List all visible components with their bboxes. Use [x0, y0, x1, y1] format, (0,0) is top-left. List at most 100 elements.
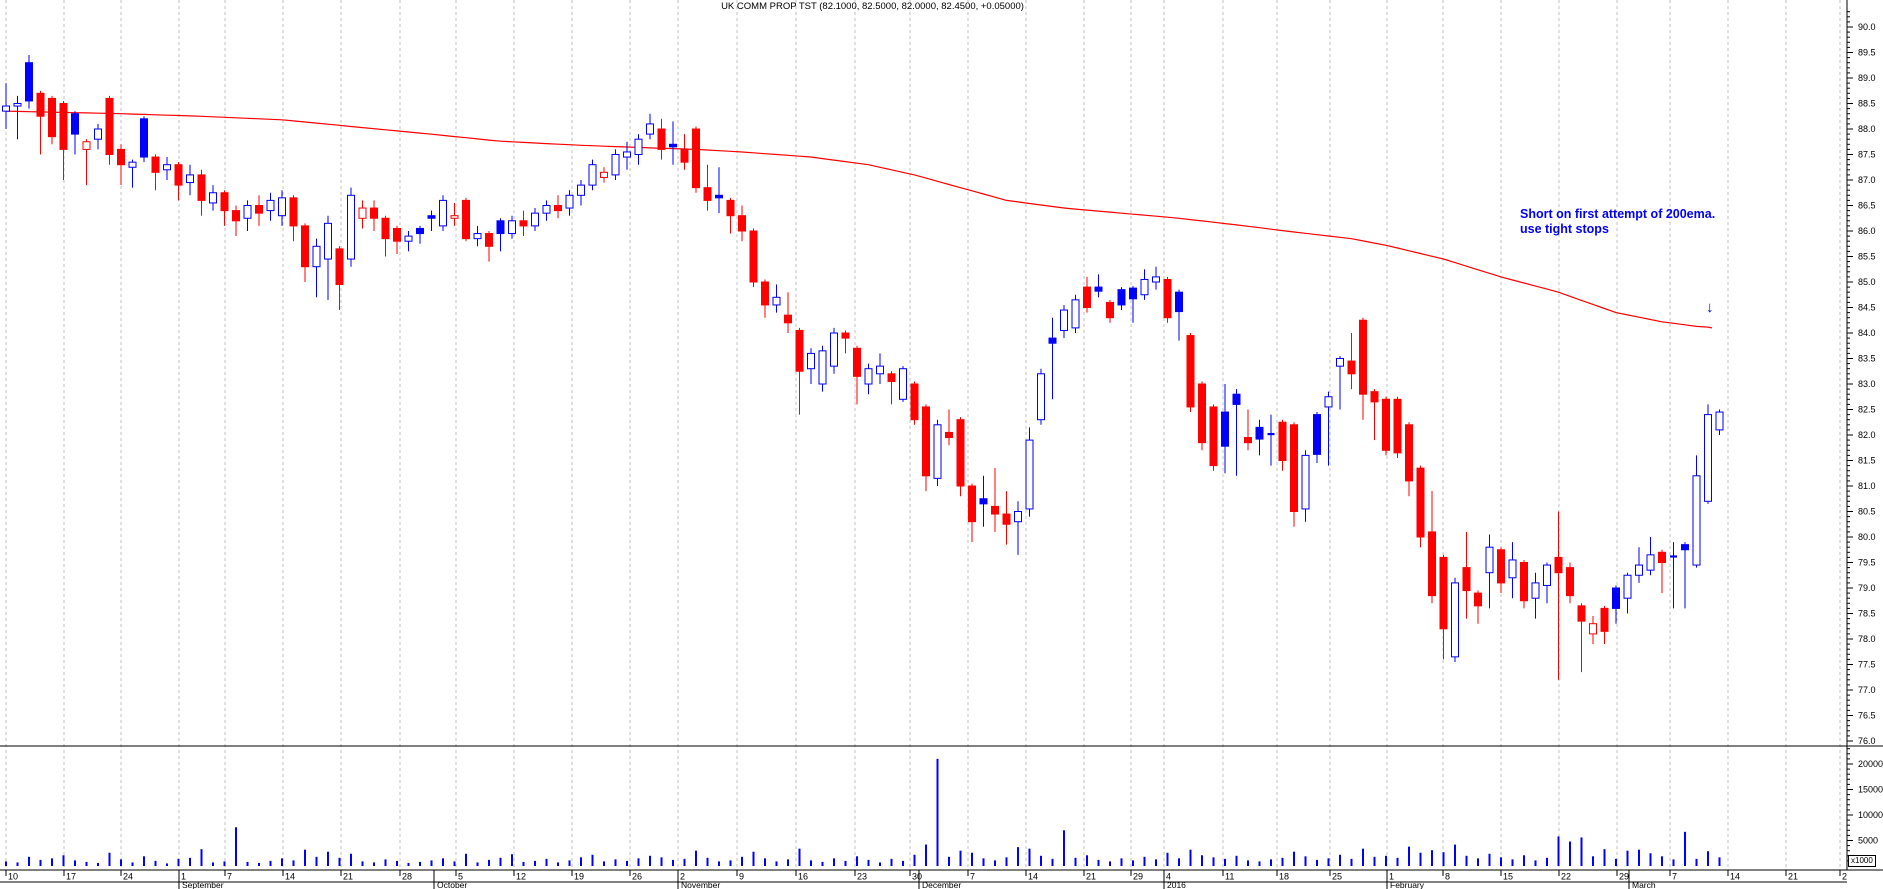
volume-bar	[396, 860, 398, 866]
candle	[945, 409, 953, 446]
svg-text:81.0: 81.0	[1858, 481, 1876, 491]
candles	[2, 55, 1724, 680]
candle	[646, 113, 654, 140]
svg-text:17: 17	[66, 872, 76, 882]
volume-bar	[1063, 830, 1065, 866]
volume-bar	[718, 861, 720, 866]
volume-bar	[327, 851, 329, 866]
svg-text:10: 10	[8, 872, 18, 882]
candle	[197, 169, 206, 216]
volume-bar	[844, 860, 847, 866]
volume-bar	[28, 856, 30, 866]
svg-text:24: 24	[123, 872, 133, 882]
candle	[48, 95, 56, 145]
candle	[370, 200, 378, 231]
volume-bar	[1500, 857, 1502, 866]
volume-bar	[1707, 851, 1709, 866]
candle	[324, 215, 332, 300]
svg-text:15000: 15000	[1858, 785, 1883, 795]
candle	[1175, 289, 1183, 341]
annotation-line-1: Short on first attempt of 200ema.	[1520, 207, 1716, 221]
volume-bar	[1488, 853, 1491, 866]
candle	[1623, 572, 1632, 614]
svg-text:12: 12	[516, 872, 526, 882]
volume-bar	[534, 860, 536, 866]
volume-bar	[269, 860, 272, 866]
svg-text:11: 11	[1225, 872, 1234, 882]
candle	[554, 195, 562, 219]
volume-bar	[1097, 859, 1100, 866]
candle	[1382, 396, 1390, 456]
svg-text:81.5: 81.5	[1858, 456, 1876, 466]
candle	[439, 195, 447, 231]
svg-text:77.5: 77.5	[1858, 660, 1876, 670]
volume-bar	[683, 858, 686, 866]
svg-text:85.5: 85.5	[1858, 252, 1876, 262]
volume-bar	[913, 854, 916, 866]
volume-bar	[1166, 852, 1169, 866]
volume-bar	[1212, 857, 1215, 866]
volume-bar	[660, 857, 663, 866]
candle	[772, 284, 781, 313]
svg-text:87.0: 87.0	[1858, 175, 1876, 185]
candle	[1152, 266, 1160, 290]
volume-bar	[545, 858, 548, 866]
candle	[186, 164, 194, 196]
candle	[508, 215, 516, 239]
volume-bar	[120, 859, 122, 866]
volume-bar	[982, 858, 985, 866]
svg-text:19: 19	[574, 872, 584, 882]
volume-bar	[304, 849, 306, 866]
volume-bar	[925, 844, 927, 866]
volume-bar	[1143, 856, 1146, 866]
svg-text:2: 2	[680, 872, 685, 882]
svg-text:7: 7	[970, 872, 975, 882]
volume-bar	[1672, 859, 1675, 866]
volume-bar	[591, 854, 594, 866]
volume-bar	[936, 758, 939, 866]
candle	[531, 208, 539, 231]
candle	[795, 327, 804, 415]
volume-bar	[1327, 858, 1330, 866]
candle	[726, 197, 735, 234]
volume-bar	[1258, 861, 1261, 866]
volume-bar	[1419, 852, 1422, 866]
volume-bar	[787, 859, 789, 866]
volume-bar	[1178, 858, 1180, 866]
ema-200-line	[5, 110, 1713, 329]
svg-text:87.5: 87.5	[1858, 150, 1876, 160]
volume-bar	[1477, 858, 1479, 866]
svg-text:December: December	[922, 880, 961, 889]
candle	[82, 139, 91, 186]
volume-bar	[1109, 861, 1111, 866]
candle	[841, 330, 850, 354]
volume-bar	[1523, 855, 1525, 866]
volume-bar	[959, 850, 962, 866]
candle	[1416, 465, 1425, 548]
svg-text:79.0: 79.0	[1858, 583, 1876, 593]
volume-bar	[51, 858, 53, 866]
volume-bar	[1281, 857, 1284, 866]
volume-bar	[1155, 859, 1157, 866]
volume-bar	[1465, 855, 1468, 866]
candle	[634, 134, 643, 165]
svg-text:76.0: 76.0	[1858, 736, 1876, 746]
svg-text:80.0: 80.0	[1858, 532, 1876, 542]
svg-text:80.5: 80.5	[1858, 507, 1876, 517]
candle	[1221, 384, 1229, 474]
volume-bar	[1316, 859, 1318, 866]
candle	[623, 141, 631, 170]
candle	[1428, 491, 1436, 604]
svg-text:7: 7	[227, 872, 232, 882]
candle	[933, 419, 942, 486]
volume-bar	[1362, 848, 1364, 866]
volume-bar	[1580, 837, 1583, 866]
svg-text:1: 1	[1389, 872, 1394, 882]
candle	[600, 167, 608, 183]
svg-text:82.5: 82.5	[1858, 405, 1876, 415]
candle	[427, 210, 436, 231]
candle	[1531, 572, 1540, 619]
volume-bars	[5, 758, 1721, 866]
candle	[1244, 409, 1252, 451]
